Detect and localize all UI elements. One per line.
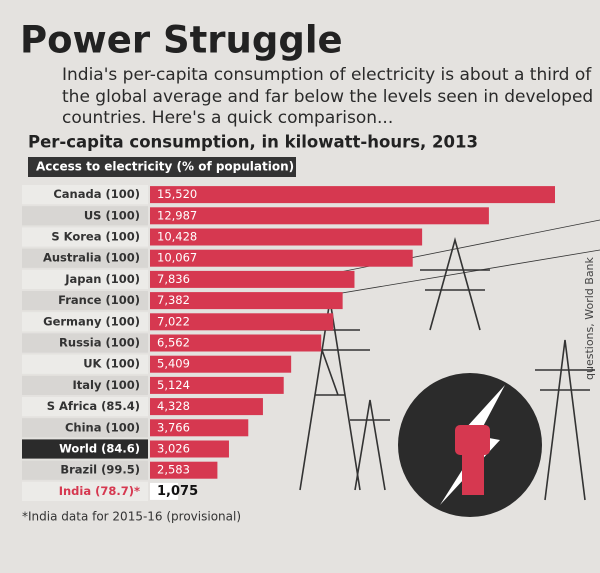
category-label: France (100) (58, 293, 140, 307)
value-label: 2,583 (157, 463, 190, 477)
category-label: UK (100) (83, 357, 140, 371)
bar (150, 270, 355, 288)
value-label: 7,836 (157, 272, 190, 286)
value-label: 5,124 (157, 378, 190, 392)
label-bg (22, 375, 148, 395)
bar (150, 228, 423, 246)
bar (150, 313, 334, 331)
value-label: 12,987 (157, 208, 197, 222)
category-label: US (100) (84, 208, 140, 222)
label-bg (22, 460, 148, 480)
category-label: World (84.6) (59, 442, 140, 456)
label-bg (22, 333, 148, 353)
value-label: 15,520 (157, 187, 197, 201)
footnote: *India data for 2015-16 (provisional) (22, 510, 241, 524)
label-bg (22, 206, 148, 226)
label-bg (22, 269, 148, 289)
category-label: Brazil (99.5) (60, 463, 140, 477)
value-label: 6,562 (157, 336, 190, 350)
value-label: 10,067 (157, 251, 197, 265)
source: questions, World Bank (583, 256, 596, 380)
label-bg (22, 354, 148, 374)
bar (150, 207, 489, 225)
label-bg (22, 185, 148, 205)
subtitle-line: India's per-capita consumption of electr… (62, 65, 592, 85)
bar (150, 461, 218, 479)
bar (150, 334, 322, 352)
bar (150, 398, 263, 416)
category-label: India (78.7)* (59, 484, 140, 498)
bar (150, 186, 555, 204)
value-label: 7,382 (157, 293, 190, 307)
bar (150, 355, 292, 373)
label-bg (22, 418, 148, 438)
category-label: S Africa (85.4) (47, 399, 140, 413)
label-bg (22, 291, 148, 311)
label-bg (22, 397, 148, 417)
bar (150, 482, 179, 500)
label-bg (22, 439, 148, 459)
bar (150, 419, 249, 437)
value-label: 3,766 (157, 420, 190, 434)
category-label: Canada (100) (53, 187, 140, 201)
value-label: 7,022 (157, 314, 190, 328)
bar (150, 376, 284, 394)
label-bg (22, 227, 148, 247)
subtitle-line: countries. Here's a quick comparison... (62, 108, 393, 128)
value-label: 10,428 (157, 230, 197, 244)
category-label: Australia (100) (43, 251, 140, 265)
category-label: Russia (100) (59, 336, 140, 350)
category-label: Germany (100) (43, 314, 140, 328)
value-label: 1,075 (157, 484, 198, 499)
bar (150, 440, 229, 458)
illustration (290, 219, 600, 517)
bar (150, 249, 413, 267)
category-label: S Korea (100) (51, 230, 140, 244)
header-box (28, 157, 296, 177)
label-bg (22, 248, 148, 268)
subtitle-line: the global average and far below the lev… (62, 87, 593, 107)
column-header: Access to electricity (% of population) (36, 160, 294, 174)
category-label: Italy (100) (73, 378, 141, 392)
label-bg (22, 481, 148, 501)
label-bg (22, 312, 148, 332)
bar (150, 292, 343, 310)
value-label: 5,409 (157, 357, 190, 371)
chart-subtitle: Per-capita consumption, in kilowatt-hour… (28, 133, 478, 152)
category-label: China (100) (65, 420, 140, 434)
value-label: 4,328 (157, 399, 190, 413)
chart-title: Power Struggle (20, 19, 343, 62)
value-label: 3,026 (157, 442, 190, 456)
category-label: Japan (100) (64, 272, 140, 286)
